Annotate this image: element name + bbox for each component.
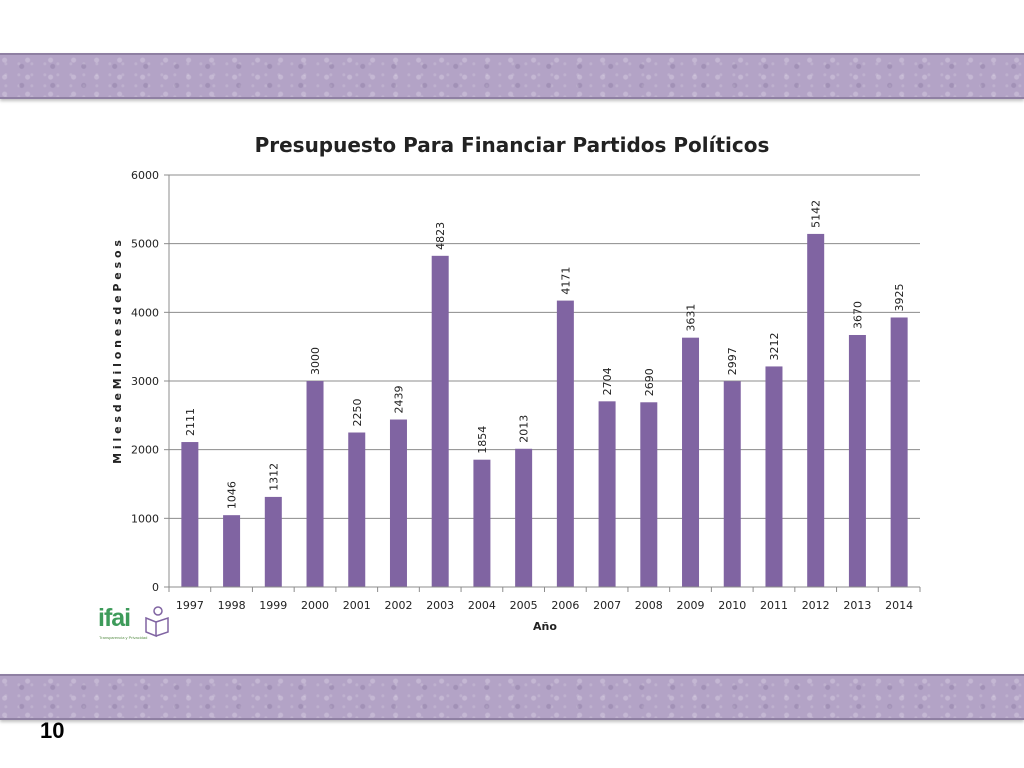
bar-2005 (515, 448, 533, 587)
x-tick-label: 2001 (343, 599, 371, 612)
data-label-2000: 3000 (309, 347, 322, 375)
axes: 0 1000 2000 3000 4000 5000 6000 1997 1998 1999 200… (131, 169, 921, 612)
bar-2010 (723, 381, 741, 587)
x-tick-label: 1999 (259, 599, 287, 612)
data-label-2002: 2439 (392, 386, 405, 414)
logo-tagline: Transparencia y Privacidad (99, 635, 148, 640)
data-label-2007: 2704 (601, 367, 614, 395)
data-label-2003: 4823 (434, 222, 447, 250)
data-label-2009: 3631 (685, 304, 698, 332)
x-axis-label: Año (533, 620, 557, 633)
x-tick-label: 2006 (551, 599, 579, 612)
data-label-2006: 4171 (559, 267, 572, 295)
data-label-1998: 1046 (226, 481, 239, 509)
bar-2011 (765, 366, 783, 587)
bar-2013 (848, 334, 866, 587)
data-label-2004: 1854 (476, 426, 489, 454)
page-number: 10 (40, 718, 65, 743)
book-person-icon (145, 606, 169, 638)
bar-2012 (807, 233, 825, 587)
bar-2003 (431, 255, 449, 587)
x-tick-label: 2012 (802, 599, 830, 612)
bar-1997 (181, 442, 199, 587)
bar-2001 (348, 432, 366, 587)
bar-1998 (223, 515, 241, 587)
data-label-2008: 2690 (643, 368, 656, 396)
x-tick-label: 2002 (384, 599, 412, 612)
x-tick-label: 2000 (301, 599, 329, 612)
x-tick-label: 2005 (510, 599, 538, 612)
x-tick-label: 2013 (843, 599, 871, 612)
x-tick-label: 2009 (677, 599, 705, 612)
data-label-2013: 3670 (851, 301, 864, 329)
y-tick-label: 1000 (131, 512, 159, 525)
x-tick-label: 2004 (468, 599, 496, 612)
x-tick-label: 2014 (885, 599, 913, 612)
top-decorative-band (0, 53, 1024, 99)
bar-2000 (306, 381, 324, 587)
data-label-1997: 2111 (184, 408, 197, 436)
bar-2008 (640, 402, 658, 587)
bar-2007 (598, 401, 616, 587)
ifai-logo: ifai Transparencia y Privacidad (98, 604, 178, 644)
bar-2004 (473, 459, 491, 587)
data-label-2005: 2013 (518, 415, 531, 443)
y-tick-label: 2000 (131, 444, 159, 457)
x-tick-label: 1997 (176, 599, 204, 612)
bottom-decorative-band (0, 674, 1024, 720)
bar-2002 (389, 419, 407, 587)
data-label-2011: 3212 (768, 332, 781, 360)
data-label-2010: 2997 (726, 347, 739, 375)
y-tick-label: 5000 (131, 238, 159, 251)
x-tick-label: 2010 (718, 599, 746, 612)
chart-title: Presupuesto Para Financiar Partidos Polí… (255, 133, 770, 157)
bars (181, 233, 908, 587)
y-tick-label: 0 (152, 581, 159, 594)
bar-1999 (264, 496, 282, 587)
bar-2006 (556, 300, 574, 587)
y-tick-label: 6000 (131, 169, 159, 182)
bar-2014 (890, 317, 908, 587)
data-label-2014: 3925 (893, 283, 906, 311)
data-label-2012: 5142 (810, 200, 823, 228)
y-axis-label: M i l e s d e M i l o n e s d e P e s o … (111, 240, 124, 464)
data-label-1999: 1312 (267, 463, 280, 491)
data-label-2001: 2250 (351, 399, 364, 427)
x-tick-label: 2011 (760, 599, 788, 612)
x-tick-label: 2008 (635, 599, 663, 612)
y-tick-label: 4000 (131, 306, 159, 319)
x-tick-label: 1998 (218, 599, 246, 612)
x-tick-label: 2007 (593, 599, 621, 612)
x-tick-label: 2003 (426, 599, 454, 612)
data-labels: 2111 1046 1312 3000 2250 2439 4823 1854 2013 4171… (184, 200, 906, 509)
bar-2009 (682, 337, 700, 587)
logo-text: ifai (98, 604, 131, 632)
y-tick-label: 3000 (131, 375, 159, 388)
